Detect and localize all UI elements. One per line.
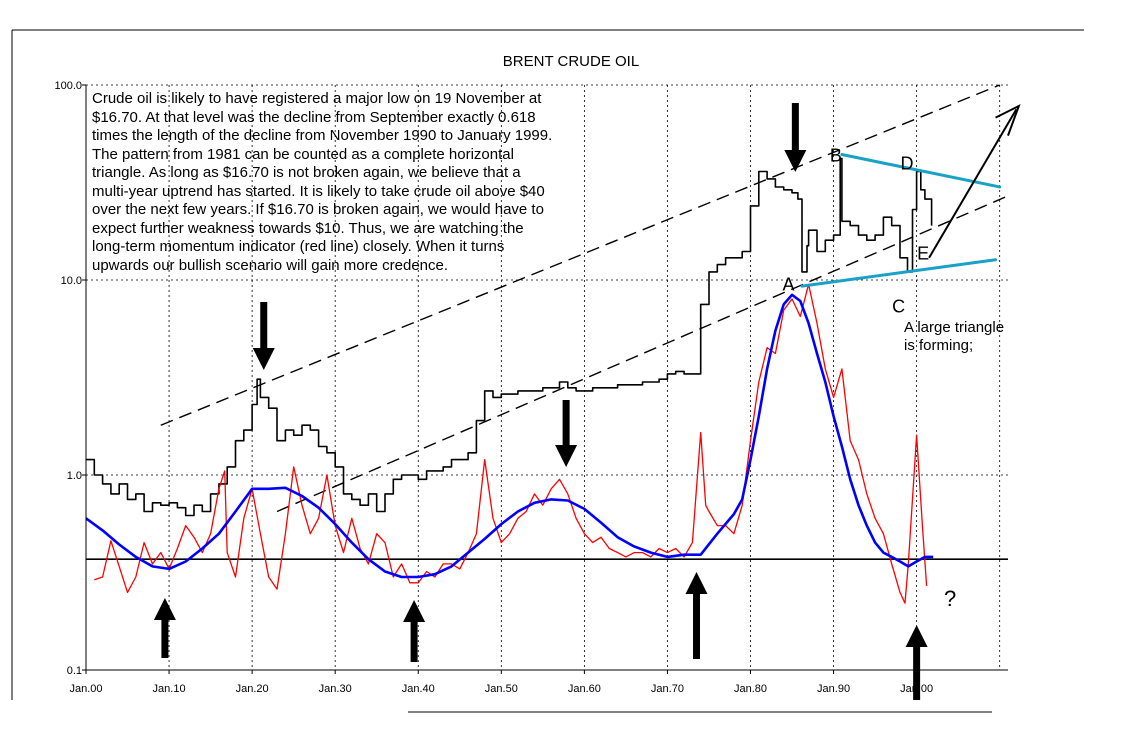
triangle-label-e: E bbox=[917, 244, 929, 264]
chart-title: BRENT CRUDE OIL bbox=[503, 53, 639, 70]
triangle-note-line-1: A large triangle bbox=[904, 319, 1004, 336]
triangle-label-d: D bbox=[900, 154, 913, 174]
commentary-line: times the length of the decline from Nov… bbox=[92, 127, 553, 144]
arrow-up-head bbox=[403, 600, 426, 622]
y-tick-label: 10.0 bbox=[61, 275, 82, 287]
triangle-label-a: A bbox=[783, 274, 795, 294]
commentary-line: upwards our bullish scenario will gain m… bbox=[92, 256, 449, 274]
triangle-note-line-2: is forming; bbox=[904, 337, 973, 354]
commentary-line: triangle. As long as $16.70 is not broke… bbox=[92, 164, 521, 181]
chart-frame bbox=[11, 29, 1084, 713]
axes: 0.1 1.0 10.0 100.0 Jan.00 Jan.10 Jan.20 Jan.30 J… bbox=[54, 80, 1008, 695]
series-line-price bbox=[86, 157, 933, 517]
arrow-diagonal-shaft bbox=[928, 108, 1018, 259]
grid-lines bbox=[86, 84, 1008, 670]
arrow-down-head bbox=[252, 348, 275, 370]
x-tick-label: Jan.50 bbox=[485, 683, 518, 695]
triangle-lower-line bbox=[800, 258, 998, 288]
arrow-up-head bbox=[685, 572, 708, 594]
commentary-line: over the next few years. If $16.70 is br… bbox=[92, 201, 544, 218]
triangle-label-c: C bbox=[892, 296, 905, 316]
question-mark: ? bbox=[944, 586, 956, 611]
channel-upper-line bbox=[160, 84, 1000, 426]
x-tick-label: Jan.80 bbox=[734, 683, 767, 695]
commentary-line: Crude oil is likely to have registered a… bbox=[92, 90, 542, 107]
commentary-text: Crude oil is likely to have registered a… bbox=[92, 90, 692, 275]
arrow-up-head bbox=[905, 625, 928, 647]
triangle-note: A large triangle is forming; bbox=[904, 319, 1008, 354]
triangle-lines bbox=[800, 153, 1002, 288]
x-tick-label: Jan.30 bbox=[319, 683, 352, 695]
series-line-momentum bbox=[94, 283, 928, 604]
arrow-diagonal-head bbox=[995, 104, 1021, 136]
x-tick-label: Jan.70 bbox=[651, 683, 684, 695]
annotation-arrows bbox=[153, 103, 1021, 700]
commentary-line: $16.70. At that level was the decline fr… bbox=[92, 108, 536, 126]
trend-channel-lines bbox=[160, 84, 1009, 513]
arrow-down-head bbox=[555, 445, 578, 467]
triangle-label-b: B bbox=[830, 146, 842, 166]
y-tick-label: 100.0 bbox=[54, 80, 82, 92]
commentary-line: long-term momentum indicator (red line) … bbox=[92, 238, 505, 255]
channel-lower-line bbox=[276, 195, 1009, 513]
arrow-down-head bbox=[784, 150, 807, 172]
y-tick-label: 0.1 bbox=[67, 665, 82, 677]
annotation-labels: A B C D E bbox=[783, 146, 930, 317]
x-tick-label: Jan.90 bbox=[817, 683, 850, 695]
x-tick-label: Jan.40 bbox=[402, 683, 435, 695]
commentary-line: The pattern from 1981 can be counted as … bbox=[92, 145, 514, 163]
x-tick-label: Jan.00 bbox=[69, 683, 102, 695]
commentary-line: expect further weakness towards $10. Thu… bbox=[92, 219, 524, 237]
commentary-line: multi-year uptrend has started. It is li… bbox=[92, 182, 545, 200]
series-lines bbox=[85, 157, 934, 604]
x-tick-label: Jan.10 bbox=[153, 683, 186, 695]
arrow-up-head bbox=[153, 598, 176, 620]
series-line-smoothed bbox=[85, 293, 934, 579]
x-tick-label: Jan.00 bbox=[900, 683, 933, 695]
x-tick-label: Jan.60 bbox=[568, 683, 601, 695]
y-tick-label: 1.0 bbox=[67, 470, 82, 482]
x-tick-label: Jan.20 bbox=[236, 683, 269, 695]
